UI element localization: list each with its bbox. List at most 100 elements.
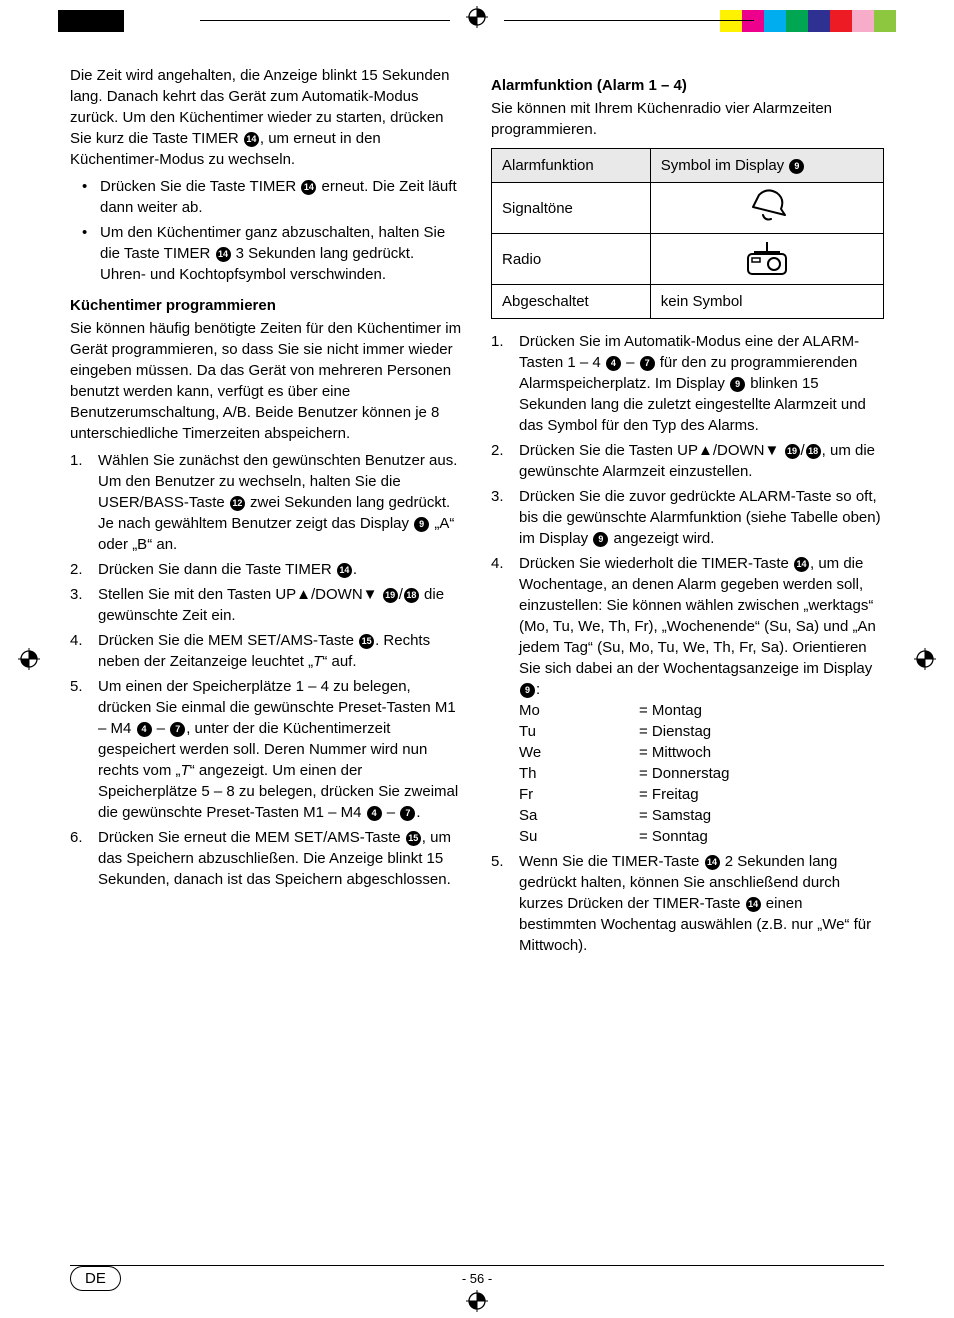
table-cell-symbol: kein Symbol [650,285,883,319]
list-item: 1.Drücken Sie im Automatik-Modus eine de… [519,331,884,436]
step-number: 5. [491,851,515,872]
weekday-abbr: Sa [519,805,639,826]
list-item: 2.Drücken Sie dann die Taste TIMER 14. [98,559,463,580]
list-item: 5.Wenn Sie die TIMER-Taste 14 2 Sekunden… [519,851,884,956]
color-swatch [830,10,852,32]
step-number: 1. [70,450,94,471]
table-row: Abgeschaltetkein Symbol [492,285,884,319]
weekday-abbr: Th [519,763,639,784]
step-number: 4. [70,630,94,651]
registration-mark-bottom [466,1290,488,1312]
table-cell-label: Signaltöne [492,183,651,234]
weekday-name: = Freitag [639,784,699,805]
list-item: Um den Küchentimer ganz abzuschalten, ha… [100,222,463,285]
alarm-intro: Sie können mit Ihrem Küchenradio vier Al… [491,98,884,140]
weekday-abbr: Fr [519,784,639,805]
weekday-name: = Donnerstag [639,763,729,784]
weekday-row: Su= Sonntag [519,826,884,847]
registration-mark-top [466,6,488,28]
page-columns: Die Zeit wird angehalten, die Anzeige bl… [70,65,884,966]
table-row: Radio [492,234,884,285]
ref-19-icon: 19 [785,444,800,459]
section-heading: Küchentimer programmieren [70,295,463,316]
color-swatch [764,10,786,32]
color-swatch [742,10,764,32]
ref-15-icon: 15 [406,831,421,846]
list-item: 4.Drücken Sie wiederholt die TIMER-Taste… [519,553,884,847]
step-number: 4. [491,553,515,574]
program-intro: Sie können häufig benötigte Zeiten für d… [70,318,463,444]
ref-4-icon: 4 [137,722,152,737]
table-cell-symbol [650,234,883,285]
weekday-name: = Dienstag [639,721,711,742]
italic-text: T [313,653,322,670]
intro-bullet-list: Drücken Sie die Taste TIMER 14 erneut. D… [70,176,463,285]
list-item: Drücken Sie die Taste TIMER 14 erneut. D… [100,176,463,218]
ref-18-icon: 18 [404,588,419,603]
color-swatch [102,10,124,32]
ref-7-icon: 7 [170,722,185,737]
table-head-function: Alarmfunktion [492,149,651,183]
alarm-symbol-table: Alarmfunktion Symbol im Display 9 Signal… [491,148,884,319]
right-column: Alarmfunktion (Alarm 1 – 4) Sie können m… [491,65,884,966]
table-cell-symbol [650,183,883,234]
list-item: 5.Um einen der Speicherplätze 1 – 4 zu b… [98,676,463,823]
weekday-row: Fr= Freitag [519,784,884,805]
ref-14-icon: 14 [705,855,720,870]
ref-15-icon: 15 [359,634,374,649]
ref-9-icon: 9 [789,159,804,174]
weekday-name: = Sonntag [639,826,708,847]
weekday-row: Th= Donnerstag [519,763,884,784]
step-number: 2. [70,559,94,580]
color-swatch [786,10,808,32]
color-swatch [720,10,742,32]
left-step-list: 1.Wählen Sie zunächst den gewünschten Be… [70,450,463,890]
color-swatch [874,10,896,32]
registration-mark-right [914,648,936,670]
ref-7-icon: 7 [640,356,655,371]
ref-14-icon: 14 [244,132,259,147]
page-number: - 56 - [462,1270,492,1288]
list-item: 6.Drücken Sie erneut die MEM SET/AMS-Tas… [98,827,463,890]
weekday-row: Tu= Dienstag [519,721,884,742]
list-item: 3.Stellen Sie mit den Tasten UP▲/DOWN▼ 1… [98,584,463,626]
ref-9-icon: 9 [414,517,429,532]
ref-14-icon: 14 [746,897,761,912]
step-number: 3. [491,486,515,507]
registration-mark-left [18,648,40,670]
ref-14-icon: 14 [794,557,809,572]
ref-9-icon: 9 [520,683,535,698]
color-swatch [852,10,874,32]
step-number: 5. [70,676,94,697]
table-cell-label: Abgeschaltet [492,285,651,319]
ref-7-icon: 7 [400,806,415,821]
language-badge: DE [70,1266,121,1291]
list-item: 2.Drücken Sie die Tasten UP▲/DOWN▼ 19/18… [519,440,884,482]
weekday-name: = Samstag [639,805,711,826]
left-squares [58,10,124,38]
ref-14-icon: 14 [301,180,316,195]
step-number: 2. [491,440,515,461]
intro-paragraph: Die Zeit wird angehalten, die Anzeige bl… [70,65,463,170]
left-column: Die Zeit wird angehalten, die Anzeige bl… [70,65,463,966]
page-footer: DE - 56 - [70,1265,884,1288]
step-number: 3. [70,584,94,605]
ref-14-icon: 14 [216,247,231,262]
italic-text: T [181,762,190,779]
alarm-heading: Alarmfunktion (Alarm 1 – 4) [491,75,884,96]
right-step-list: 1.Drücken Sie im Automatik-Modus eine de… [491,331,884,956]
weekday-abbr: Su [519,826,639,847]
weekday-name: = Montag [639,700,702,721]
ref-12-icon: 12 [230,496,245,511]
color-swatch [58,10,80,32]
weekday-name: = Mittwoch [639,742,711,763]
table-head-symbol: Symbol im Display 9 [650,149,883,183]
weekday-abbr: We [519,742,639,763]
list-item: 4.Drücken Sie die MEM SET/AMS-Taste 15. … [98,630,463,672]
list-item: 3.Drücken Sie die zuvor gedrückte ALARM-… [519,486,884,549]
ref-4-icon: 4 [606,356,621,371]
weekday-abbr: Tu [519,721,639,742]
ref-14-icon: 14 [337,563,352,578]
table-row: Signaltöne [492,183,884,234]
weekday-table: Mo= MontagTu= DienstagWe= MittwochTh= Do… [519,700,884,847]
